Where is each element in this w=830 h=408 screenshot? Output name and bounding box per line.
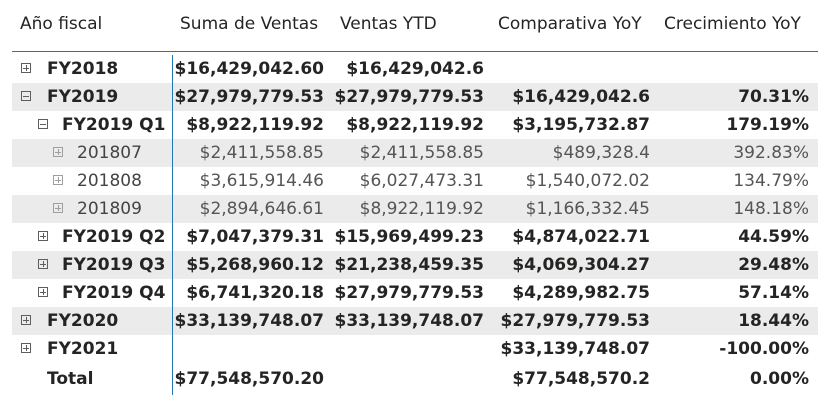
header-ytd[interactable]: Ventas YTD xyxy=(340,14,437,34)
header-sales[interactable]: Suma de Ventas xyxy=(180,14,319,34)
cell-ytd xyxy=(334,365,484,393)
cell-yoy: $4,069,304.27 xyxy=(512,255,650,275)
expand-icon[interactable] xyxy=(53,147,63,157)
cell-growth: 179.19% xyxy=(726,115,809,135)
cell-sales: $5,268,960.12 xyxy=(186,255,324,275)
cell-growth: 29.48% xyxy=(738,255,809,275)
table-row-fy2019: FY2019 $27,979,779.53 $27,979,779.53 $16… xyxy=(12,83,818,111)
cell-growth: 57.14% xyxy=(738,283,809,303)
header-fiscal-year[interactable]: Año fiscal xyxy=(20,14,103,34)
expand-icon[interactable] xyxy=(38,259,48,269)
row-label: 201809 xyxy=(77,199,142,219)
cell-sales: $16,429,042.60 xyxy=(174,59,325,79)
row-label: FY2019 xyxy=(47,87,119,107)
header-growth[interactable]: Crecimiento YoY xyxy=(664,14,801,34)
row-label: FY2019 Q2 xyxy=(62,227,166,247)
cell-growth: 148.18% xyxy=(733,199,809,219)
row-label: 201807 xyxy=(77,143,142,163)
expand-icon[interactable] xyxy=(21,63,31,73)
column-header-row: Año fiscal Suma de Ventas Ventas YTD Com… xyxy=(0,0,830,52)
collapse-icon[interactable] xyxy=(21,91,31,101)
header-underline xyxy=(12,51,818,52)
cell-sales: $77,548,570.20 xyxy=(174,369,325,389)
cell-sales: $7,047,379.31 xyxy=(186,227,324,247)
table-row-201807: 201807 $2,411,558.85 $2,411,558.85 $489,… xyxy=(12,139,818,167)
row-label: FY2018 xyxy=(47,59,119,79)
table-row-fy2021: FY2021 $33,139,748.07 -100.00% xyxy=(12,335,818,363)
expand-icon[interactable] xyxy=(21,343,31,353)
cell-sales: $8,922,119.92 xyxy=(186,115,324,135)
cell-growth: 392.83% xyxy=(733,143,809,163)
row-label: FY2020 xyxy=(47,311,119,331)
cell-growth xyxy=(652,55,809,83)
table-row-fy2018: FY2018 $16,429,042.60 $16,429,042.6 xyxy=(12,55,818,83)
expand-icon[interactable] xyxy=(38,287,48,297)
cell-ytd xyxy=(334,335,484,363)
cell-ytd: $27,979,779.53 xyxy=(334,283,485,303)
cell-growth: 44.59% xyxy=(738,227,809,247)
cell-yoy xyxy=(492,55,650,83)
cell-growth: 134.79% xyxy=(733,171,809,191)
cell-ytd: $8,922,119.92 xyxy=(346,115,484,135)
cell-ytd: $2,411,558.85 xyxy=(359,143,484,163)
table-row-fy2019-q2: FY2019 Q2 $7,047,379.31 $15,969,499.23 $… xyxy=(12,223,818,251)
cell-yoy: $4,874,022.71 xyxy=(512,227,650,247)
cell-yoy: $27,979,779.53 xyxy=(500,311,651,331)
cell-sales: $6,741,320.18 xyxy=(186,283,324,303)
row-label: 201808 xyxy=(77,171,142,191)
table-row-fy2019-q3: FY2019 Q3 $5,268,960.12 $21,238,459.35 $… xyxy=(12,251,818,279)
cell-yoy: $16,429,042.6 xyxy=(512,87,650,107)
expand-icon[interactable] xyxy=(53,203,63,213)
cell-yoy: $1,166,332.45 xyxy=(525,199,650,219)
table-row-total: Total $77,548,570.20 $77,548,570.2 0.00% xyxy=(12,365,818,393)
cell-ytd: $8,922,119.92 xyxy=(359,199,484,219)
row-header-divider xyxy=(172,55,173,395)
table-row-201808: 201808 $3,615,914.46 $6,027,473.31 $1,54… xyxy=(12,167,818,195)
cell-sales xyxy=(172,335,324,363)
cell-growth: 70.31% xyxy=(738,87,809,107)
cell-yoy: $77,548,570.2 xyxy=(512,369,650,389)
table-row-fy2020: FY2020 $33,139,748.07 $33,139,748.07 $27… xyxy=(12,307,818,335)
cell-sales: $33,139,748.07 xyxy=(174,311,325,331)
header-yoy[interactable]: Comparativa YoY xyxy=(498,14,642,34)
cell-sales: $27,979,779.53 xyxy=(174,87,325,107)
cell-growth: 0.00% xyxy=(750,369,809,389)
cell-ytd: $33,139,748.07 xyxy=(334,311,485,331)
table-row-201809: 201809 $2,894,646.61 $8,922,119.92 $1,16… xyxy=(12,195,818,223)
cell-ytd: $6,027,473.31 xyxy=(359,171,484,191)
expand-icon[interactable] xyxy=(53,175,63,185)
collapse-icon[interactable] xyxy=(38,119,48,129)
total-label: Total xyxy=(47,369,94,389)
cell-ytd: $15,969,499.23 xyxy=(334,227,485,247)
cell-ytd: $21,238,459.35 xyxy=(334,255,485,275)
cell-yoy: $4,289,982.75 xyxy=(512,283,650,303)
cell-sales: $2,411,558.85 xyxy=(199,143,324,163)
cell-growth: 18.44% xyxy=(738,311,809,331)
expand-icon[interactable] xyxy=(38,231,48,241)
row-label: FY2019 Q3 xyxy=(62,255,166,275)
row-label: FY2021 xyxy=(47,339,119,359)
cell-sales: $3,615,914.46 xyxy=(199,171,324,191)
cell-growth: -100.00% xyxy=(719,339,809,359)
expand-icon[interactable] xyxy=(21,315,31,325)
cell-yoy: $3,195,732.87 xyxy=(512,115,650,135)
table-row-fy2019-q1: FY2019 Q1 $8,922,119.92 $8,922,119.92 $3… xyxy=(12,111,818,139)
row-label: FY2019 Q4 xyxy=(62,283,166,303)
cell-yoy: $1,540,072.02 xyxy=(525,171,650,191)
cell-ytd: $16,429,042.6 xyxy=(346,59,484,79)
cell-yoy: $33,139,748.07 xyxy=(500,339,651,359)
row-label: FY2019 Q1 xyxy=(62,115,166,135)
cell-ytd: $27,979,779.53 xyxy=(334,87,485,107)
table-row-fy2019-q4: FY2019 Q4 $6,741,320.18 $27,979,779.53 $… xyxy=(12,279,818,307)
cell-sales: $2,894,646.61 xyxy=(199,199,324,219)
cell-yoy: $489,328.4 xyxy=(552,143,650,163)
